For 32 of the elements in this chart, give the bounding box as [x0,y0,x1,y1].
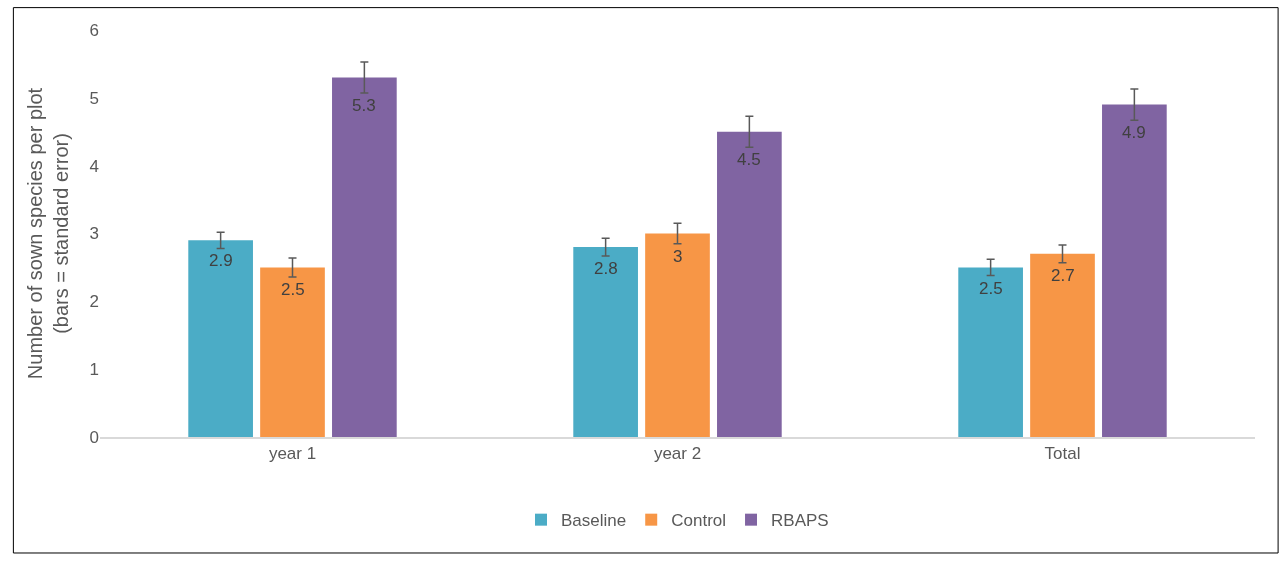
x-tick-label: year 1 [268,444,317,464]
bar [717,131,782,437]
data-label: 2.7 [1051,266,1075,285]
bar [645,233,710,437]
data-label: 2.8 [594,259,618,278]
legend-label: Baseline [561,511,627,531]
bar [332,77,397,437]
bar [1030,253,1095,437]
y-tick-label: 6 [89,20,99,40]
bar [188,240,253,437]
y-tick-label: 4 [89,156,99,176]
y-axis-title: Number of sown species per plot (bars = standard error) [24,87,73,380]
data-label: 2.5 [979,279,1003,298]
bar [1102,104,1167,437]
y-tick-label: 5 [89,88,99,108]
y-tick-label: 0 [89,427,99,447]
bar [958,267,1023,437]
data-label: 4.5 [737,150,761,169]
y-tick-label: 2 [89,292,99,312]
bar [573,247,638,437]
y-tick-label: 3 [89,224,99,244]
legend-label: RBAPS [771,511,829,531]
data-label: 3 [673,247,683,266]
data-label: 5.3 [352,96,376,115]
legend-label: Control [671,511,727,531]
data-label: 4.9 [1122,123,1146,142]
bar [260,267,325,437]
y-tick-label: 1 [89,360,99,380]
data-label: 2.9 [209,251,233,270]
data-label: 2.5 [281,280,305,299]
x-tick-label: year 2 [653,444,702,464]
x-tick-label: Total [1044,444,1081,464]
